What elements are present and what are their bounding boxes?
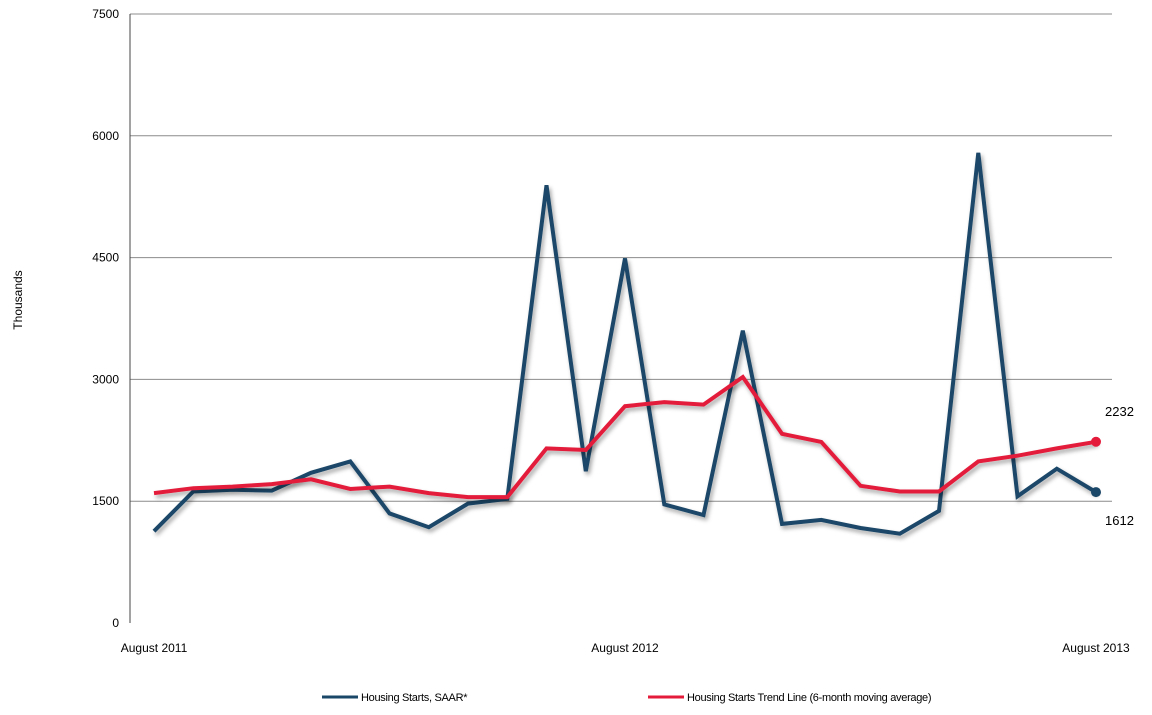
y-tick-label: 0 xyxy=(112,616,119,630)
end-labels: 1612 2232 xyxy=(1105,404,1134,528)
x-tick-label: August 2011 xyxy=(121,641,188,655)
trend-line xyxy=(153,374,1097,500)
legend-item-trend-line: Housing Starts Trend Line (6-month movin… xyxy=(648,692,932,704)
y-gridlines xyxy=(130,13,1112,502)
legend-label-housing-starts: Housing Starts, SAAR* xyxy=(361,692,468,704)
x-tick-label: August 2013 xyxy=(1062,641,1130,655)
end-label-trend-line: 2232 xyxy=(1105,404,1134,419)
housing-starts-line-end-marker xyxy=(1091,487,1101,498)
housing-starts-line xyxy=(152,152,1098,536)
x-tick-label: August 2012 xyxy=(591,641,659,655)
y-tick-label: 6000 xyxy=(92,129,119,143)
y-tick-label: 7500 xyxy=(92,7,119,21)
y-axis-title: Thousands xyxy=(11,270,25,329)
y-tick-label: 3000 xyxy=(92,372,119,386)
y-axis-ticks: 0 1500 3000 4500 6000 7500 xyxy=(92,7,119,630)
end-label-housing-starts: 1612 xyxy=(1105,513,1134,528)
y-tick-label: 4500 xyxy=(92,251,119,265)
y-tick-label: 1500 xyxy=(92,494,119,508)
legend-item-housing-starts: Housing Starts, SAAR* xyxy=(322,692,469,704)
series-layer xyxy=(152,152,1101,536)
legend: Housing Starts, SAAR* Housing Starts Tre… xyxy=(322,692,932,704)
legend-label-trend-line: Housing Starts Trend Line (6-month movin… xyxy=(687,692,931,704)
x-axis-ticks: August 2011 August 2012 August 2013 xyxy=(121,641,1130,655)
trend-line-end-marker xyxy=(1091,436,1101,447)
